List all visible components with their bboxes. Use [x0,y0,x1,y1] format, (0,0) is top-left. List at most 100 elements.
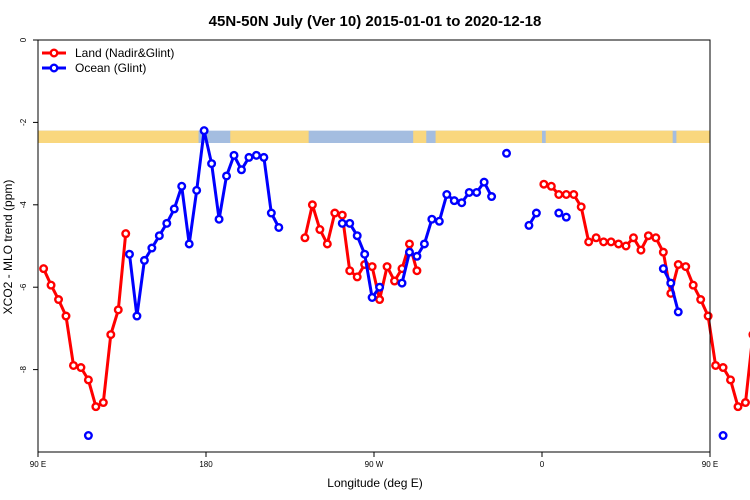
land-band [435,130,542,143]
y-tick-label: 0 [19,37,28,42]
data-point [673,260,683,270]
data-point [606,237,616,247]
data-point [412,251,422,261]
y-tick-label: -6 [19,283,28,291]
data-point [222,171,232,181]
data-point [688,280,698,290]
data-point [554,208,564,218]
x-axis-label: Longitude (deg E) [327,476,422,490]
data-point [375,282,385,292]
series-line [303,203,419,302]
data-point [236,165,246,175]
data-point [54,295,64,305]
data-point [61,311,71,321]
data-point [546,181,556,191]
data-point [711,360,721,370]
x-tick-label: 90 E [702,460,718,469]
legend-label: Ocean (Glint) [75,61,146,75]
data-point [487,192,497,202]
data-point [375,295,385,305]
data-point [214,214,224,224]
data-point [322,239,332,249]
data-point [139,255,149,265]
chart-title: 45N-50N July (Ver 10) 2015-01-01 to 2020… [209,13,542,30]
series-line [543,182,750,409]
data-point [352,231,362,241]
data-point [404,239,414,249]
data-point [673,307,683,317]
data-point [274,222,284,232]
data-point [472,187,482,197]
y-axis-label: XCO2 - MLO trend (ppm) [1,180,15,315]
data-point [681,262,691,272]
data-point [169,204,179,214]
data-point [561,189,571,199]
data-point [554,189,564,199]
data-point [266,208,276,218]
data-point [83,431,93,441]
data-point [315,225,325,235]
data-point [599,237,609,247]
data-point [244,152,254,162]
data-point [307,200,317,210]
data-point [628,233,638,243]
data-point [121,229,131,239]
data-point [229,150,239,160]
y-tick-label: -2 [19,118,28,126]
data-point [397,278,407,288]
data-point [39,264,49,274]
data-point [479,177,489,187]
series-land [39,179,750,412]
land-band [38,130,199,143]
data-point [91,402,101,412]
x-tick-label: 180 [199,460,213,469]
data-point [390,276,400,286]
legend-swatch-point [49,48,59,58]
plot-frame [37,39,711,453]
data-point [113,305,123,315]
data-point [457,198,467,208]
data-point [162,218,172,228]
data-point [184,239,194,249]
data-point [124,249,134,259]
data-point [337,210,347,220]
data-point [367,293,377,303]
data-point [658,247,668,257]
data-point [404,247,414,257]
data-point [524,220,534,230]
data-point [576,202,586,212]
data-point [584,237,594,247]
data-point [154,231,164,241]
data-point [259,152,269,162]
data-point [367,262,377,272]
x-tick-label: 90 W [365,460,384,469]
data-point [740,398,750,408]
y-tick-label: -8 [19,365,28,373]
land-band [230,130,309,143]
land-band [545,130,673,143]
data-point [199,126,209,136]
data-point [569,189,579,199]
data-point [76,363,86,373]
data-point [636,245,646,255]
data-point [352,272,362,282]
data-point [412,266,422,276]
y-axis: 0 -2 -4 -6 -8 [19,37,38,373]
data-point [98,398,108,408]
data-point [666,278,676,288]
data-point [621,241,631,251]
data-point [449,196,459,206]
data-point [643,231,653,241]
data-point [360,249,370,259]
x-tick-label: 90 E [30,460,46,469]
data-point [733,402,743,412]
series-layer [39,126,750,441]
data-point [330,208,340,218]
y-tick-label: -4 [19,201,28,209]
data-point [83,375,93,385]
data-point [419,239,429,249]
data-point [345,218,355,228]
data-point [658,264,668,274]
data-point [434,216,444,226]
